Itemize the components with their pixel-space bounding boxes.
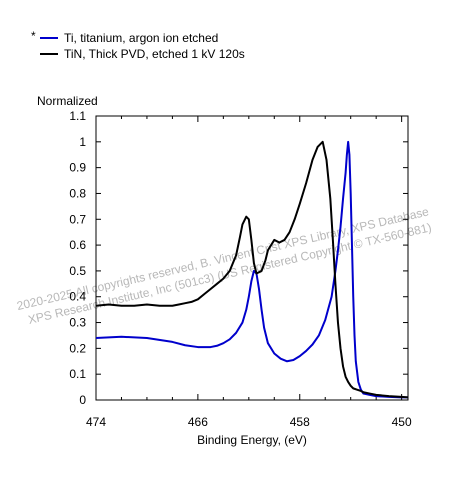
series-line-ti	[95, 140, 408, 399]
y-tick-label: 1.1	[69, 109, 86, 123]
y-tick-label: 0.8	[69, 186, 86, 200]
x-ticks: 474 466 458 450	[86, 116, 412, 429]
y-axis-label: Normalized	[37, 94, 98, 108]
legend-label-tin: TiN, Thick PVD, etched 1 kV 120s	[64, 47, 245, 61]
y-tick-label: 0.3	[69, 316, 86, 330]
x-tick-label: 450	[392, 415, 412, 429]
plot-area: 00.10.20.30.40.50.60.70.80.911.1 474 466 4…	[69, 109, 412, 429]
y-tick-label: 0.9	[69, 161, 86, 175]
y-tick-label: 0.5	[69, 264, 86, 278]
y-tick-label: 0.1	[69, 367, 86, 381]
series-layer	[95, 140, 409, 399]
y-ticks: 0 0.1 0.2 0.3 0.4 0.5 0.6 0.7 0.8 0.9 1 1.1	[69, 109, 408, 407]
x-tick-label: 458	[290, 415, 310, 429]
plot-frame	[95, 115, 409, 401]
x-tick-label: 474	[86, 415, 106, 429]
y-tick-label: 1	[79, 135, 86, 149]
y-tick-label: 0.2	[69, 341, 86, 355]
y-tick-label: 0.7	[69, 212, 86, 226]
legend: * Ti, titanium, argon ion etched TiN, Th…	[31, 29, 245, 61]
x-tick-label: 466	[188, 415, 208, 429]
series-line-tin	[95, 140, 409, 399]
watermark-line-2: XPS Research Institute, Inc (501c3) (US …	[27, 220, 433, 327]
legend-marker: *	[31, 29, 36, 43]
y-tick-label: 0.4	[69, 290, 86, 304]
x-axis-label: Binding Energy, (eV)	[197, 433, 307, 447]
legend-label-ti: Ti, titanium, argon ion etched	[64, 31, 218, 45]
y-tick-label: 0.6	[69, 238, 86, 252]
y-tick-label: 0	[79, 393, 86, 407]
